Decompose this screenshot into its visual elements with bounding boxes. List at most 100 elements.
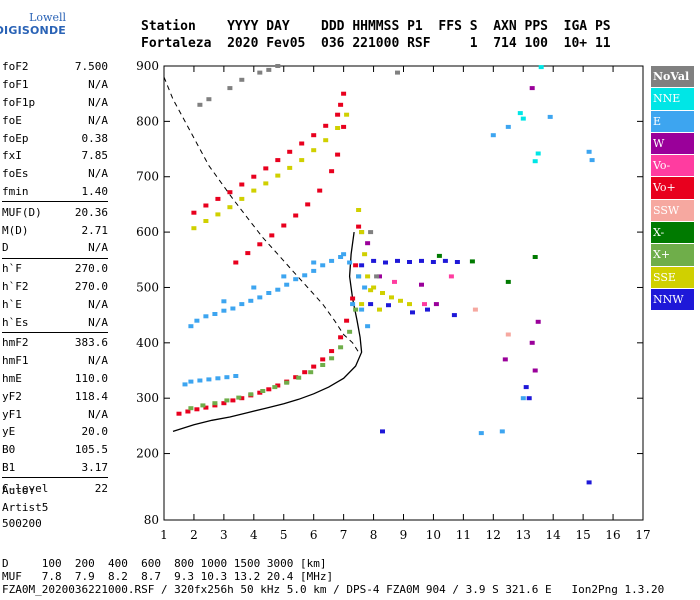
data-point-nnw [419, 258, 424, 263]
auto-method: Artist5 [2, 501, 49, 514]
param-value: 118.4 [74, 389, 108, 403]
data-point-nnw [368, 302, 374, 307]
param-name: D [2, 241, 9, 255]
data-point-nne [520, 116, 526, 121]
legend-item-sse: SSE [651, 266, 694, 289]
param-name: hmF2 [2, 336, 29, 350]
data-point-e [188, 379, 194, 384]
data-point-x [320, 363, 326, 367]
data-point-e [347, 260, 353, 265]
param-row: fmin 1.40 [2, 183, 108, 201]
data-point-e [520, 396, 526, 401]
legend-item-e: E [651, 110, 694, 133]
data-point-e [248, 298, 254, 303]
data-point-vo [392, 279, 397, 284]
data-point-nne [532, 159, 538, 164]
data-point-e [547, 114, 553, 119]
data-point-nnw [454, 260, 460, 264]
data-point-vo [233, 260, 239, 265]
param-separator [2, 201, 108, 203]
data-point-w [529, 340, 535, 345]
y-tick-label: 600 [136, 225, 159, 239]
data-point-e [284, 282, 290, 287]
param-row: yF1 N/A [2, 405, 108, 423]
x-tick-label: 7 [340, 528, 348, 542]
param-row: hmE 110.0 [2, 370, 108, 388]
data-point-noval [368, 230, 374, 235]
station-header: Station YYYY DAY DDD HHMMSS P1 FFS S AXN… [141, 18, 611, 52]
data-point-sse [323, 138, 329, 143]
data-point-w [532, 368, 538, 373]
param-row: h`F2 270.0 [2, 278, 108, 296]
data-point-e [499, 429, 505, 434]
y-tick-label: 300 [136, 391, 159, 405]
param-name: MUF(D) [2, 205, 42, 219]
x-tick-label: 9 [400, 528, 408, 542]
data-point-vo [221, 401, 227, 406]
param-value: N/A [88, 354, 108, 368]
data-point-vo [251, 174, 257, 179]
param-name: fmin [2, 184, 29, 198]
data-point-e [505, 124, 511, 129]
param-row: C-level 22 [2, 479, 108, 497]
data-point-e [311, 260, 317, 265]
data-point-e [350, 302, 356, 307]
param-row: foF1p N/A [2, 94, 108, 112]
data-point-vo [227, 190, 233, 195]
param-name: B0 [2, 443, 16, 457]
data-point-vo [257, 242, 263, 247]
data-point-vo [311, 133, 317, 138]
data-point-x [284, 380, 290, 385]
auto-label: Auto: [2, 484, 36, 497]
param-value: N/A [88, 113, 108, 127]
param-value: 270.0 [74, 262, 108, 276]
y-tick-label: 800 [136, 114, 159, 128]
data-point-x [353, 307, 359, 312]
param-value: 270.0 [74, 279, 108, 293]
data-point-sse [389, 295, 394, 300]
data-point-sse [377, 307, 382, 312]
data-point-vo [257, 390, 263, 395]
param-value: 7.500 [74, 60, 108, 74]
data-point-sse [398, 298, 403, 303]
data-point-e [257, 295, 263, 300]
param-separator [2, 257, 108, 259]
data-point-vo [230, 398, 236, 403]
param-name: foF1p [2, 95, 36, 109]
data-point-nnw [386, 303, 391, 308]
data-point-e [224, 375, 230, 380]
data-point-x [296, 375, 302, 380]
x-tick-label: 11 [456, 528, 471, 542]
data-point-vo [338, 335, 344, 340]
param-value: 7.85 [81, 149, 109, 163]
param-name: hmE [2, 371, 22, 385]
data-point-sse [311, 148, 317, 153]
legend-item-vo: Vo- [651, 155, 694, 178]
data-point-vo [302, 370, 308, 375]
data-point-vo [329, 349, 335, 354]
data-point-vo [275, 383, 281, 388]
data-point-ssw [472, 307, 478, 312]
data-point-vo [176, 411, 182, 416]
data-point-e [221, 299, 227, 304]
data-point-x [505, 279, 511, 284]
legend-item-x: X+ [651, 244, 694, 267]
footer-distance-row: D 100 200 400 600 800 1000 1500 3000 [km… [2, 557, 327, 570]
legend-item-vo: Vo+ [651, 177, 694, 200]
data-point-x [436, 253, 442, 258]
param-name: fxI [2, 149, 22, 163]
data-point-vo [323, 123, 329, 128]
data-point-e [233, 374, 239, 378]
data-point-e [341, 252, 347, 257]
data-point-e [586, 149, 592, 154]
data-point-vo [335, 152, 341, 157]
data-point-noval [227, 86, 233, 91]
data-point-e [266, 291, 272, 295]
param-value: N/A [88, 241, 108, 255]
param-separator [2, 477, 108, 479]
data-point-x [236, 395, 242, 400]
data-point-nne [538, 65, 544, 70]
x-tick-label: 6 [310, 528, 318, 542]
data-point-nnw [383, 260, 388, 265]
x-tick-label: 14 [546, 528, 562, 542]
